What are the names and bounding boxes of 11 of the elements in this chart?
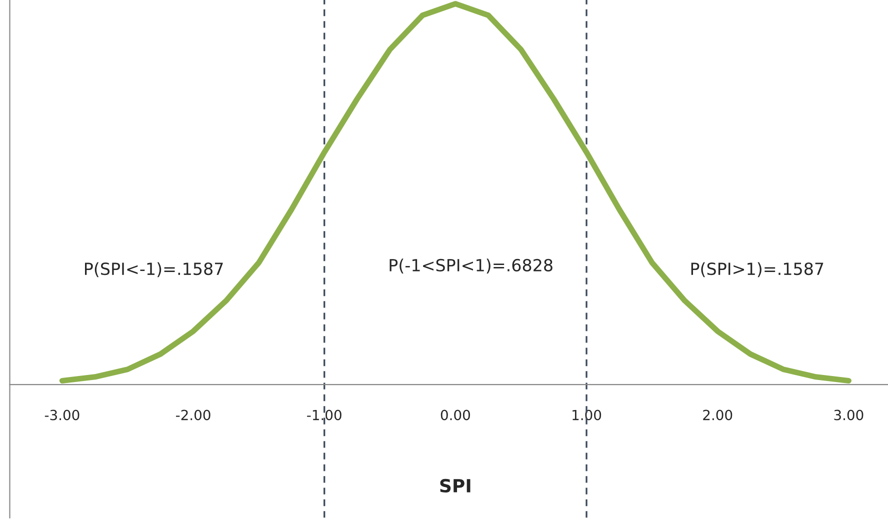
annotation: P(SPI<-1)=.1587	[85, 262, 223, 278]
annotation: P(-1<SPI<1)=.6828	[390, 258, 552, 274]
x-tick-label: -1.00	[307, 410, 342, 420]
x-axis-title: SPI	[440, 478, 470, 493]
annotation: P(SPI>1)=.1587	[691, 262, 824, 278]
x-tick-label: 2.00	[703, 410, 732, 420]
x-tick-label: 0.00	[440, 410, 470, 420]
x-tick-label: 3.00	[834, 410, 864, 420]
x-tick-label: -3.00	[44, 410, 80, 420]
x-tick-label: -2.00	[176, 410, 210, 420]
x-tick-label: 1.00	[572, 410, 602, 420]
